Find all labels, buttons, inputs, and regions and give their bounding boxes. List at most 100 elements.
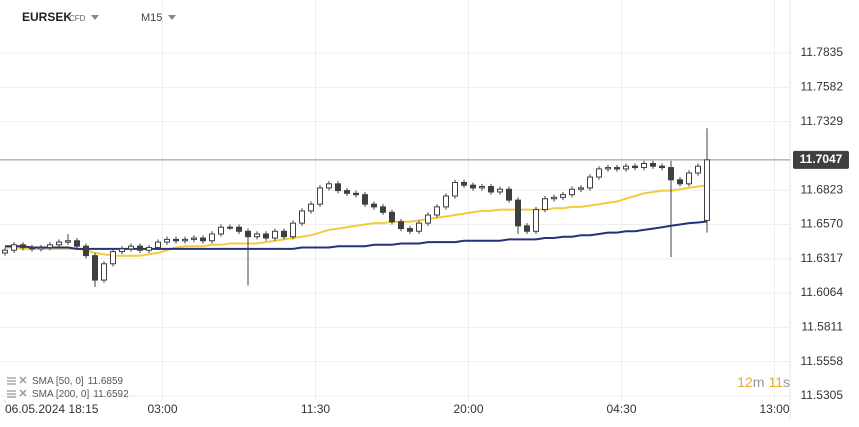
candle-body	[20, 244, 26, 249]
symbol: EURSEK	[22, 10, 72, 24]
candle-body	[515, 199, 521, 227]
candle-body	[614, 167, 620, 170]
candle-body	[389, 211, 395, 223]
candle-body	[380, 206, 386, 213]
legend-value: 11.6859	[88, 376, 124, 387]
candle-body	[245, 230, 251, 238]
candle-body	[353, 192, 359, 196]
countdown: 12m 11s	[737, 374, 790, 390]
candle-body	[416, 222, 422, 232]
candle-body	[560, 194, 566, 198]
y-tick-label: 11.7329	[801, 114, 844, 128]
candle-body	[101, 263, 107, 281]
candle-body	[83, 245, 89, 257]
y-tick-label: 11.5811	[801, 320, 843, 334]
candle-body	[623, 165, 629, 170]
candle-body	[398, 221, 404, 230]
legend-menu-icon[interactable]	[7, 390, 16, 398]
candle-body	[596, 168, 602, 178]
candle-body	[632, 165, 638, 169]
candle-body	[155, 241, 161, 249]
countdown-unit: s	[783, 374, 790, 390]
dropdown-caret	[168, 15, 176, 20]
candle-body	[407, 228, 413, 232]
candle-body	[281, 230, 287, 238]
countdown-number: 11	[768, 374, 783, 390]
candle-body	[578, 187, 584, 190]
x-tick-label: 11:30	[301, 402, 330, 416]
candle-body	[218, 226, 224, 235]
candle-body	[704, 159, 710, 221]
candle-body	[74, 240, 80, 247]
candle-body	[308, 203, 314, 212]
candle-body	[335, 183, 341, 192]
y-tick-label: 11.6570	[801, 217, 844, 231]
x-tick-label: 20:00	[453, 402, 483, 416]
candle-body	[686, 172, 692, 185]
legend-icons	[7, 376, 27, 398]
instrument-type: CFD	[69, 14, 86, 23]
candle-body	[371, 203, 377, 208]
candle-body	[470, 184, 476, 189]
candle-body	[443, 195, 449, 208]
y-tick-label: 11.6823	[801, 182, 844, 196]
candle-body	[65, 240, 71, 243]
labels: 11.7835 11.7582 11.7329 11.6823 11.6570 11.63…	[5, 45, 849, 416]
candle-body	[191, 237, 197, 240]
candle-body	[605, 167, 611, 170]
current-price-tag	[793, 150, 849, 169]
y-tick-label: 11.6064	[801, 285, 844, 299]
legend-close-icon[interactable]	[19, 376, 27, 384]
candle-body	[236, 226, 242, 232]
candle-body	[254, 233, 260, 238]
timeframe: M15	[141, 12, 162, 24]
candles	[2, 128, 710, 287]
candle-body	[137, 245, 143, 251]
candle-body	[461, 181, 467, 186]
y-tick-label: 11.7835	[801, 45, 844, 59]
candle-body	[56, 241, 62, 246]
candle-body	[317, 187, 323, 205]
candle-body	[47, 244, 53, 249]
candle-body	[650, 162, 656, 167]
candle-body	[11, 244, 17, 251]
candle-body	[659, 165, 665, 169]
candle-body	[587, 176, 593, 189]
candle-body	[479, 186, 485, 189]
candle-body	[542, 198, 548, 211]
candle-body	[38, 247, 44, 250]
candle-body	[146, 247, 152, 251]
grid	[0, 0, 791, 420]
candle-body	[263, 233, 269, 239]
legend-name: SMA [200, 0]	[32, 389, 89, 400]
current-price-label: 11.7047	[800, 152, 843, 166]
legend-entry: SMA [50, 0] 11.6859	[32, 376, 124, 387]
candle-body	[506, 188, 512, 201]
legend-menu-icon[interactable]	[7, 377, 16, 385]
legend-close-icon[interactable]	[19, 389, 27, 397]
candle-body	[227, 226, 233, 229]
candle-body	[452, 181, 458, 197]
candle-body	[164, 238, 170, 243]
candle-body	[551, 196, 557, 200]
x-tick-label: 13:00	[759, 402, 789, 416]
candle-body	[425, 214, 431, 224]
timeframe-selector[interactable]: M15	[141, 12, 176, 24]
y-tick-label: 11.7582	[801, 80, 844, 94]
x-tick-label: 06.05.2024 18:15	[5, 402, 99, 416]
y-tick-label: 11.5305	[801, 388, 844, 402]
symbol-selector[interactable]: EURSEK CFD	[22, 10, 99, 24]
candle-body	[695, 165, 701, 174]
dropdown-caret	[91, 15, 99, 20]
candle-body	[569, 188, 575, 196]
candle-body	[200, 237, 206, 242]
candle-body	[641, 162, 647, 169]
y-tick-label: 11.6317	[801, 251, 844, 265]
legend-value: 11.6592	[93, 389, 129, 400]
candle-body	[173, 238, 179, 242]
candle-body	[2, 249, 8, 254]
countdown-unit: m	[753, 374, 765, 390]
candle-body	[344, 190, 350, 194]
